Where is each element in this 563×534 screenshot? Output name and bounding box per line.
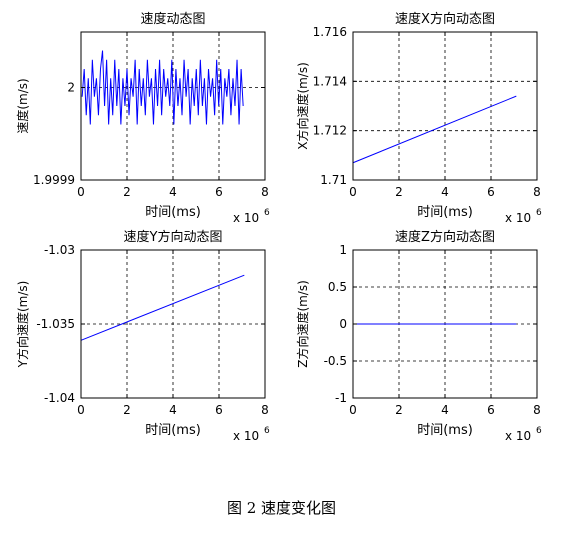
x-tick-label: 4: [441, 403, 449, 417]
x-tick-label: 2: [395, 185, 403, 199]
y-axis-label: Z方向速度(m/s): [295, 280, 310, 368]
y-tick-label: 1.9999: [33, 173, 75, 187]
y-tick-label: 1.714: [313, 74, 347, 88]
x-tick-label: 0: [77, 403, 85, 417]
x-tick-label: 2: [123, 185, 131, 199]
x-tick-label: 0: [77, 185, 85, 199]
x-axis-label: 时间(ms): [145, 205, 201, 220]
x-tick-label: 6: [487, 403, 495, 417]
figure-caption: 图 2 速度变化图: [226, 499, 337, 517]
x-multiplier: x 10: [505, 429, 531, 443]
y-tick-label: 2: [67, 81, 75, 95]
x-tick-label: 6: [215, 185, 223, 199]
y-tick-label: 0: [339, 317, 347, 331]
x-tick-label: 8: [533, 185, 541, 199]
x-tick-label: 4: [169, 403, 177, 417]
x-multiplier: x 10: [233, 429, 259, 443]
y-tick-label: 1.716: [313, 25, 347, 39]
y-axis-label: X方向速度(m/s): [295, 62, 310, 150]
x-tick-label: 4: [169, 185, 177, 199]
x-tick-label: 8: [533, 403, 541, 417]
x-axis-label: 时间(ms): [145, 423, 201, 438]
series-line-1: [80, 274, 245, 341]
y-tick-label: -1: [335, 391, 347, 405]
x-tick-label: 0: [349, 403, 357, 417]
y-axis-label: Y方向速度(m/s): [15, 281, 30, 369]
chart-title: 速度动态图: [140, 11, 205, 27]
y-tick-label: -1.03: [44, 243, 75, 257]
x-multiplier-exponent: 6: [264, 208, 270, 218]
y-tick-label: 1: [339, 243, 347, 257]
x-multiplier-exponent: 6: [536, 426, 542, 436]
y-axis-label: 速度(m/s): [15, 78, 30, 133]
y-tick-label: 1.712: [313, 124, 347, 138]
x-tick-label: 6: [487, 185, 495, 199]
chart-title: 速度Z方向动态图: [395, 229, 495, 245]
y-tick-label: -0.5: [324, 354, 347, 368]
x-tick-label: 8: [261, 185, 269, 199]
grid: [81, 250, 265, 398]
x-tick-label: 0: [349, 185, 357, 199]
x-tick-label: 4: [441, 185, 449, 199]
x-multiplier: x 10: [233, 211, 259, 225]
chart-title: 速度X方向动态图: [395, 11, 495, 27]
y-tick-label: -1.04: [44, 391, 75, 405]
series-line-1: [352, 95, 517, 164]
x-axis-label: 时间(ms): [417, 423, 473, 438]
x-tick-label: 2: [395, 403, 403, 417]
x-tick-label: 8: [261, 403, 269, 417]
x-tick-label: 6: [215, 403, 223, 417]
y-tick-label: -1.035: [36, 317, 75, 331]
x-multiplier-exponent: 6: [536, 208, 542, 218]
x-tick-label: 2: [123, 403, 131, 417]
chart-title: 速度Y方向动态图: [124, 229, 223, 245]
series-line-1: [81, 50, 244, 125]
x-multiplier-exponent: 6: [264, 426, 270, 436]
x-multiplier: x 10: [505, 211, 531, 225]
y-tick-label: 0.5: [328, 280, 347, 294]
x-axis-label: 时间(ms): [417, 205, 473, 220]
y-tick-label: 1.71: [320, 173, 347, 187]
